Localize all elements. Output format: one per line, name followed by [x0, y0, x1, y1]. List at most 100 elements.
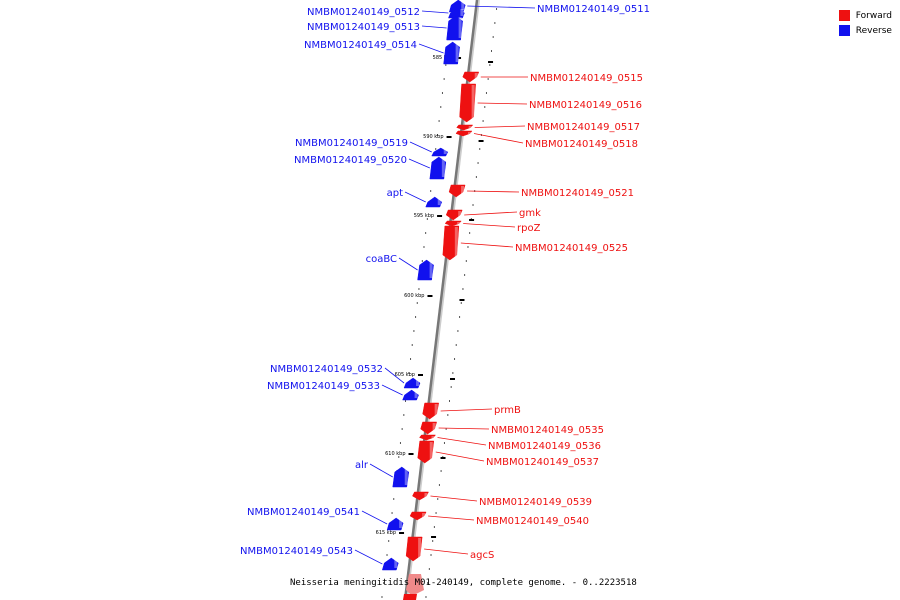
gene-highlight [434, 404, 438, 417]
gene-label: NMBM01240149_0514 [304, 40, 417, 51]
dot-right [438, 484, 440, 486]
dot-left [421, 260, 423, 262]
gene-label: NMBM01240149_0513 [307, 22, 420, 33]
dot-right [477, 162, 479, 164]
leader-NMBM01240149_0537 [435, 451, 485, 462]
gene-label: gmk [519, 208, 541, 219]
tick-mark-right [459, 299, 465, 301]
leader-NMBM01240149_0543 [354, 549, 383, 565]
leader-rpoZ [463, 223, 516, 228]
dot-right [435, 512, 437, 514]
dot-left [401, 428, 403, 430]
dot-right [432, 540, 434, 542]
tick-mark-right [469, 219, 475, 221]
gene-NMBM01240149_0535 [420, 421, 437, 435]
gene-NMBM01240149_0521 [448, 184, 466, 198]
legend-forward: Forward [838, 8, 892, 23]
dot-left [386, 554, 388, 556]
tick-mark [399, 532, 405, 534]
gene-label: NMBM01240149_0517 [527, 122, 640, 133]
gene-highlight [399, 519, 403, 528]
dot-left [416, 302, 418, 304]
forward-swatch [838, 10, 850, 21]
leader-NMBM01240149_0511 [467, 5, 536, 9]
dot-right [457, 330, 459, 332]
tick-mark [437, 215, 443, 217]
dot-left [426, 218, 428, 220]
tick-mark [408, 453, 414, 455]
tick-label: 585 kbp [433, 55, 453, 61]
leader-NMBM01240149_0519 [409, 141, 432, 153]
gene-NMBM01240149_0520 [429, 156, 447, 180]
gene-partial-2 [403, 594, 417, 600]
tick-label: 615 kbp [376, 530, 396, 536]
gene-NMBM01240149_0525 [442, 225, 460, 261]
tick-label: 590 kbp [423, 134, 443, 140]
tick-mark [427, 295, 433, 297]
dot-left [440, 106, 442, 108]
dot-right [459, 316, 461, 318]
gene-label: NMBM01240149_0536 [488, 441, 601, 452]
leader-NMBM01240149_0536 [437, 437, 487, 446]
gene-label: NMBM01240149_0512 [307, 7, 420, 18]
gene-NMBM01240149_0537 [417, 440, 435, 464]
gene-label: NMBM01240149_0533 [267, 381, 380, 392]
tick-mark-right [440, 457, 446, 459]
dot-right [491, 50, 492, 52]
dot-right [475, 176, 477, 178]
tick-mark-right [431, 536, 437, 538]
gene-highlight [443, 149, 447, 154]
gene-highlight [394, 559, 398, 568]
gene-highlight [468, 126, 472, 128]
gene-highlight [404, 468, 408, 485]
gene-highlight [455, 43, 459, 62]
gene-label: NMBM01240149_0511 [537, 4, 650, 15]
gene-rpoZ [444, 220, 462, 227]
dot-left [435, 148, 437, 150]
leader-NMBM01240149_0520 [408, 158, 430, 169]
dot-left [411, 344, 413, 346]
gene-highlight [416, 379, 420, 386]
tick-label: 595 kbp [414, 213, 434, 219]
dot-right [467, 246, 469, 248]
dot-left [403, 414, 405, 416]
gene-label: NMBM01240149_0543 [240, 546, 353, 557]
legend-reverse-label: Reverse [855, 25, 892, 36]
gene-highlight [467, 132, 471, 134]
gene-label: NMBM01240149_0520 [294, 155, 407, 166]
dot-right [430, 554, 432, 556]
gene-label: apt [387, 188, 403, 199]
dot-left [388, 540, 390, 542]
gene-NMBM01240149_0513 [446, 15, 463, 41]
gene-label: NMBM01240149_0516 [529, 100, 642, 111]
gene-highlight [460, 9, 464, 16]
tick-mark [446, 136, 452, 138]
leader-NMBM01240149_0518 [473, 133, 524, 144]
dot-right [487, 78, 489, 80]
leader-NMBM01240149_0514 [418, 43, 444, 54]
leader-NMBM01240149_0512 [421, 10, 449, 14]
gene-NMBM01240149_0518 [455, 130, 473, 137]
gene-label: NMBM01240149_0535 [491, 425, 604, 436]
gene-NMBM01240149_0540 [409, 511, 427, 521]
gene-NMBM01240149_0514 [443, 41, 460, 65]
dot-left [383, 582, 385, 584]
dot-right [464, 274, 466, 276]
legend-reverse: Reverse [838, 23, 892, 38]
gene-highlight [441, 158, 445, 177]
gene-label: NMBM01240149_0525 [515, 243, 628, 254]
tick-mark-right [450, 378, 455, 380]
gene-label: NMBM01240149_0532 [270, 364, 383, 375]
dot-left [391, 512, 393, 514]
gene-highlight [461, 186, 465, 195]
gene-highlight [431, 436, 435, 438]
leader-NMBM01240149_0541 [361, 510, 388, 525]
dot-right [479, 148, 481, 150]
dot-left [438, 120, 440, 122]
gene-gmk [445, 209, 463, 221]
dot-left [425, 232, 427, 234]
gene-highlight [432, 423, 436, 432]
dot-right [492, 36, 494, 38]
gene-label: NMBM01240149_0521 [521, 188, 634, 199]
leader-NMBM01240149_0539 [430, 495, 478, 502]
